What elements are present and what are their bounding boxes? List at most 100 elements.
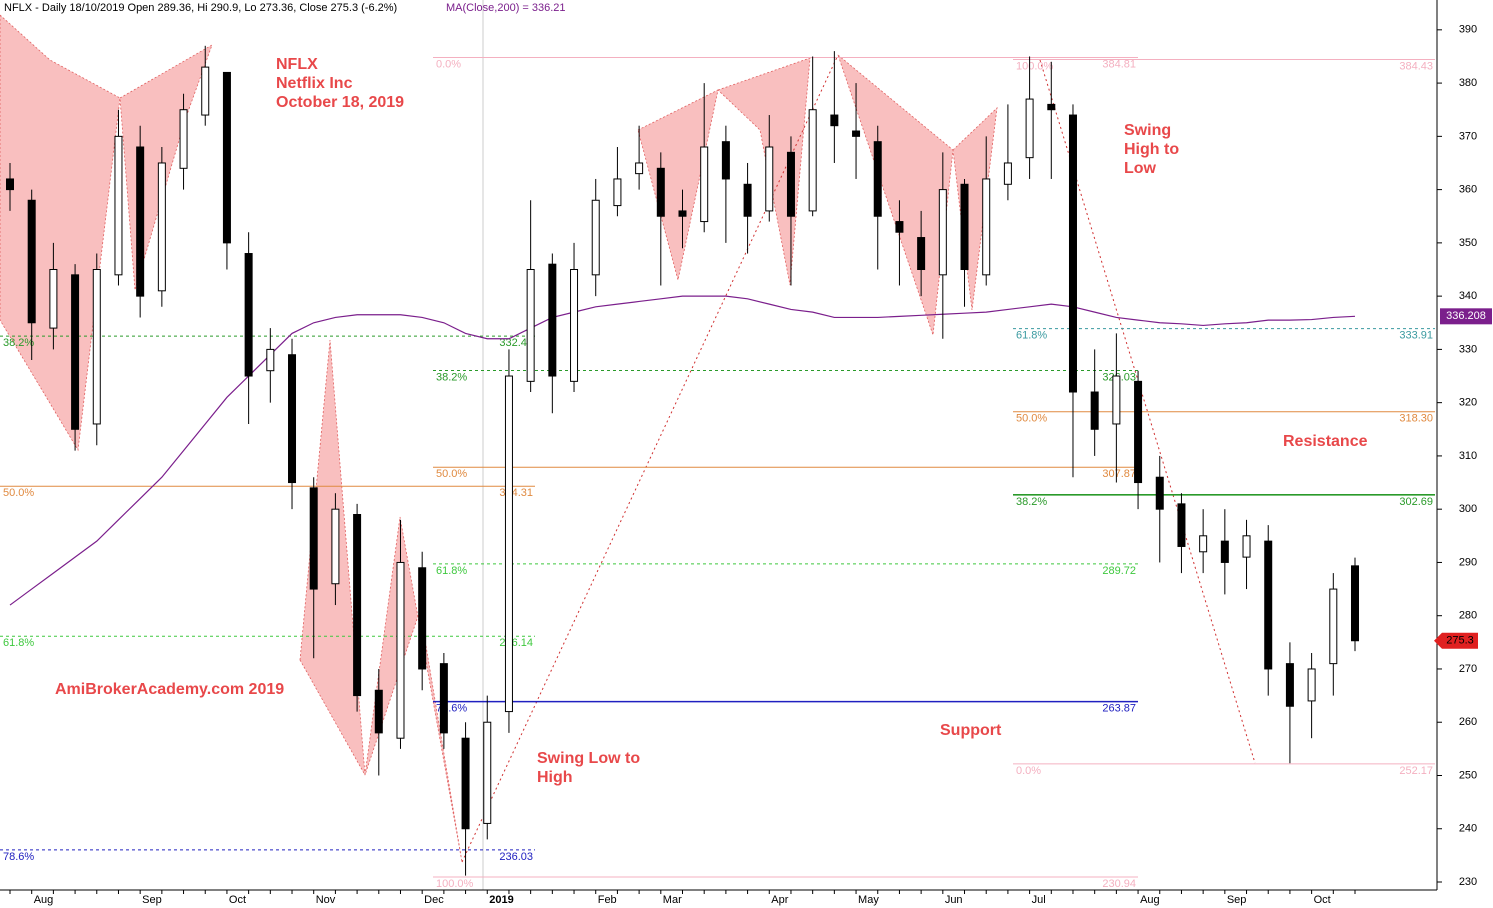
candle-body — [374, 689, 383, 734]
y-tick-label: 380 — [1459, 77, 1477, 89]
y-tick-label: 260 — [1459, 716, 1477, 728]
candle-body — [1220, 540, 1229, 563]
candle-body — [635, 162, 644, 175]
x-tick-label: Jun — [945, 894, 963, 906]
candle-body — [1177, 503, 1186, 547]
fib-price: 230.94 — [1102, 878, 1136, 890]
candle-body — [678, 210, 687, 217]
harmonic-patterns — [0, 14, 998, 863]
candle-body — [49, 269, 58, 329]
candle-body — [1047, 103, 1056, 111]
candle-body — [92, 269, 101, 425]
y-tick-label: 230 — [1459, 876, 1477, 888]
fib-pct: 50.0% — [3, 487, 34, 499]
candle-body — [982, 178, 991, 276]
ma-tag-label: 336.208 — [1446, 310, 1486, 322]
x-tick-label: Feb — [598, 894, 617, 906]
candle-body — [136, 146, 145, 297]
pattern — [717, 57, 811, 286]
fib-pct: 78.6% — [3, 851, 34, 863]
x-tick-label: Nov — [316, 894, 336, 906]
candle-body — [743, 183, 752, 217]
candle-body — [1199, 535, 1208, 553]
candle-body — [917, 237, 926, 271]
candle-body — [808, 109, 817, 212]
annotation: NFLX — [276, 56, 318, 73]
candle-body — [1134, 380, 1143, 484]
annotation: High to — [1124, 141, 1179, 158]
header-ma: MA(Close,200) = 336.21 — [446, 2, 566, 14]
fib-pct: 100.0% — [1016, 60, 1054, 72]
annotation: Support — [940, 722, 1002, 739]
candle-body — [721, 141, 730, 180]
fib-pct: 38.2% — [3, 337, 34, 349]
fib-pct: 50.0% — [1016, 413, 1047, 425]
candle-body — [27, 199, 36, 324]
candle-body — [938, 189, 947, 276]
ma-line — [9, 295, 1356, 606]
fib-price: 384.43 — [1399, 60, 1433, 72]
candle-body — [1242, 535, 1251, 558]
candle-body — [114, 135, 123, 276]
fib-pct: 61.8% — [1016, 329, 1047, 341]
candle-body — [1003, 162, 1012, 185]
candle-body — [548, 263, 557, 377]
candle-body — [179, 109, 188, 169]
close-tag-label: 275.3 — [1446, 635, 1474, 647]
x-tick-label: Oct — [1314, 894, 1331, 906]
candle-body — [288, 354, 297, 484]
fib-pct: 100.0% — [436, 878, 474, 890]
candle-body — [786, 151, 795, 217]
candle-body — [1329, 588, 1338, 665]
candle-body — [461, 737, 470, 830]
annotation: Resistance — [1283, 433, 1368, 450]
fib-price: 307.87 — [1102, 468, 1136, 480]
y-tick-label: 240 — [1459, 823, 1477, 835]
annotation: AmiBrokerAcademy.com 2019 — [55, 681, 284, 698]
x-tick-label: Sep — [142, 894, 162, 906]
candle-body — [71, 274, 80, 430]
fib-pct: 0.0% — [1016, 765, 1041, 777]
candle-body — [1112, 375, 1121, 425]
fib-price: 332.49 — [499, 337, 533, 349]
annotation: Low — [1124, 160, 1157, 177]
candle-body — [266, 348, 275, 372]
candle-body — [960, 183, 969, 271]
candle-body — [331, 508, 340, 585]
candle-body — [439, 663, 448, 734]
x-tick-label: Aug — [34, 894, 54, 906]
fib-pct: 0.0% — [436, 58, 461, 70]
header: NFLX - Daily 18/10/2019 Open 289.36, Hi … — [4, 2, 397, 14]
annotation: High — [537, 769, 573, 786]
candle-body — [1264, 540, 1273, 670]
y-tick-label: 250 — [1459, 769, 1477, 781]
fib-pct: 50.0% — [436, 468, 467, 480]
candle-body — [700, 146, 709, 223]
swing-lines — [461, 54, 1256, 863]
fib-price: 289.72 — [1102, 565, 1136, 577]
candle-body — [6, 178, 14, 191]
candle-body — [570, 269, 579, 382]
candle-body — [1025, 98, 1034, 159]
candle-body — [1351, 565, 1359, 642]
y-tick-label: 270 — [1459, 663, 1477, 675]
fib-price: 302.69 — [1399, 496, 1433, 508]
x-tick-label: Apr — [771, 894, 788, 906]
x-tick-label: Mar — [663, 894, 682, 906]
candle-body — [1285, 663, 1294, 707]
candle-body — [613, 178, 622, 207]
fib-price: 236.03 — [499, 851, 533, 863]
ma-tag — [1440, 308, 1492, 325]
x-tick-label: Sep — [1227, 894, 1247, 906]
y-tick-label: 320 — [1459, 397, 1477, 409]
candle-body — [1090, 391, 1099, 430]
x-tick-label: May — [858, 894, 879, 906]
y-tick-label: 350 — [1459, 237, 1477, 249]
candle-body — [1307, 668, 1316, 702]
fib-price: 252.17 — [1399, 765, 1433, 777]
fib-price: 263.87 — [1102, 703, 1136, 715]
fib-pct: 61.8% — [436, 565, 467, 577]
candle-body — [309, 487, 318, 590]
